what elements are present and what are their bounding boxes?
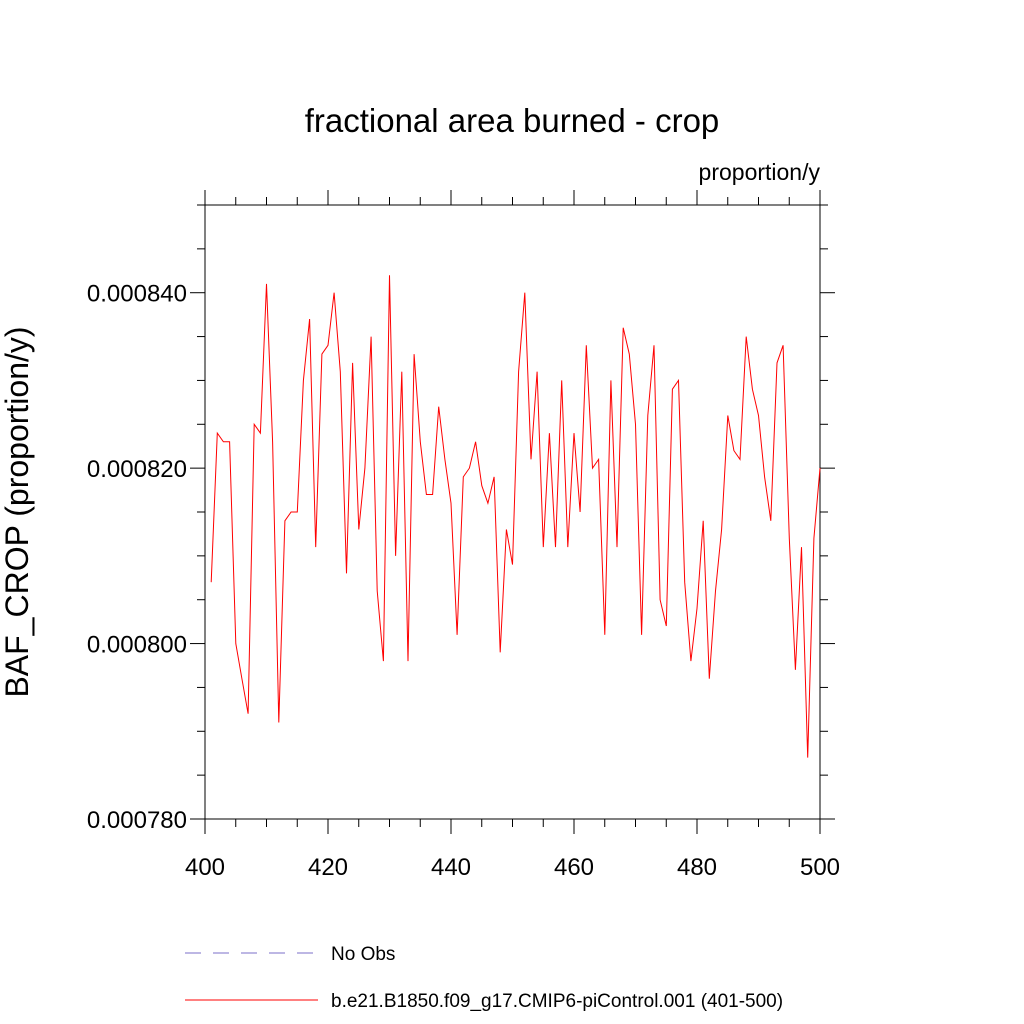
legend: No Obs b.e21.B1850.f09_g17.CMIP6-piContro… [185, 944, 783, 1012]
y-tick-label: 0.000840 [87, 281, 187, 308]
chart-title: fractional area burned - crop [305, 102, 720, 139]
x-tick-label: 480 [677, 854, 717, 881]
data-series [210, 275, 821, 758]
y-tick-label: 0.000820 [87, 456, 187, 483]
x-tick-label: 420 [308, 854, 348, 881]
y-tick-label: 0.000800 [87, 632, 187, 659]
y-tick-label: 0.000780 [87, 807, 187, 834]
x-tick-label: 460 [554, 854, 594, 881]
y-axis-label: BAF_CROP (proportion/y) [0, 326, 35, 697]
x-tick-label: 400 [185, 854, 225, 881]
series-line [210, 275, 821, 758]
x-tick-label: 440 [431, 854, 471, 881]
legend-label: No Obs [331, 944, 395, 965]
legend-label: b.e21.B1850.f09_g17.CMIP6-piControl.001 … [331, 991, 783, 1012]
axis-ticks: 400 420 440 460 480 500 0.000780 0.000800 0.0008… [87, 190, 840, 881]
units-label: proportion/y [699, 159, 821, 185]
x-tick-label: 500 [800, 854, 840, 881]
